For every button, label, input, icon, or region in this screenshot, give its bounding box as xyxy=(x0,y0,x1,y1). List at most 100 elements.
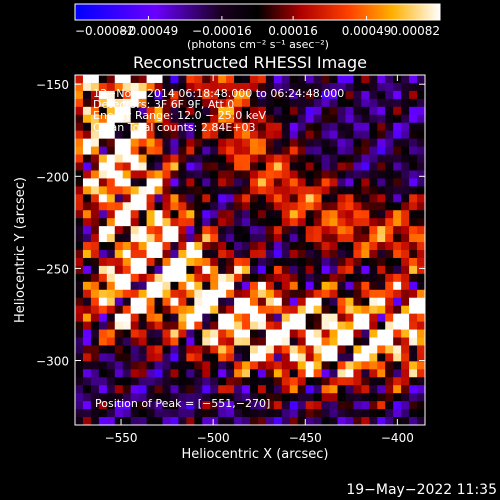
colorbar-tick-label: −0.00016 xyxy=(192,24,252,38)
heatmap-cell xyxy=(75,401,84,410)
heatmap-cell xyxy=(226,130,235,140)
heatmap-cell xyxy=(210,218,219,227)
heatmap-cell xyxy=(98,234,108,243)
heatmap-cell xyxy=(345,202,354,211)
heatmap-cell xyxy=(202,409,211,418)
heatmap-cell xyxy=(122,122,132,132)
heatmap-cell xyxy=(210,329,219,338)
heatmap-cell xyxy=(154,313,163,323)
heatmap-cell xyxy=(210,321,219,331)
heatmap-cell xyxy=(393,146,402,156)
heatmap-cell xyxy=(273,202,283,211)
heatmap-cell xyxy=(281,234,291,243)
heatmap-cell xyxy=(122,369,132,378)
heatmap-cell xyxy=(138,234,148,243)
heatmap-cell xyxy=(82,289,92,299)
heatmap-cell xyxy=(138,281,148,291)
heatmap-cell xyxy=(289,114,299,124)
heatmap-cell xyxy=(202,297,211,307)
heatmap-cell xyxy=(114,289,124,299)
heatmap-cell xyxy=(98,250,108,259)
heatmap-cell xyxy=(257,329,267,338)
heatmap-cell xyxy=(345,401,354,410)
heatmap-cell xyxy=(273,218,283,227)
heatmap-cell xyxy=(265,289,275,299)
heatmap-cell xyxy=(122,409,132,418)
heatmap-cell xyxy=(122,361,132,370)
heatmap-cell xyxy=(393,154,402,163)
heatmap-cell xyxy=(265,178,275,187)
heatmap-cell xyxy=(234,226,243,235)
heatmap-cell xyxy=(130,186,140,195)
heatmap-cell xyxy=(138,417,148,426)
heatmap-cell xyxy=(82,377,92,386)
heatmap-cell xyxy=(305,90,315,100)
annotation-clean: Clean Total counts: 2.84E+03 xyxy=(93,121,256,134)
heatmap-cell xyxy=(305,122,315,132)
heatmap-cell xyxy=(385,305,394,315)
heatmap-cell xyxy=(106,162,116,171)
heatmap-cell xyxy=(98,226,108,235)
heatmap-cell xyxy=(186,281,195,291)
heatmap-cell xyxy=(114,361,124,370)
heatmap-cell xyxy=(194,305,203,315)
heatmap-cell xyxy=(385,257,394,267)
heatmap-cell xyxy=(329,122,338,132)
footer-date: 19−May−2022 11:35 xyxy=(346,482,497,498)
heatmap-cell xyxy=(122,162,132,171)
heatmap-cell xyxy=(393,409,402,418)
heatmap-cell xyxy=(401,210,410,219)
heatmap-cell xyxy=(393,234,402,243)
heatmap-cell xyxy=(313,377,323,386)
heatmap-cell xyxy=(82,186,92,195)
heatmap-cell xyxy=(202,202,211,211)
heatmap-cell xyxy=(313,106,323,116)
heatmap-cell xyxy=(257,162,267,171)
heatmap-cell xyxy=(90,234,100,243)
heatmap-cell xyxy=(194,106,203,116)
heatmap-cell xyxy=(194,154,203,163)
heatmap-cell xyxy=(361,202,370,211)
heatmap-cell xyxy=(281,385,291,394)
heatmap-cell xyxy=(385,154,394,163)
heatmap-cell xyxy=(202,265,211,275)
heatmap-cell xyxy=(321,218,331,227)
heatmap-cell xyxy=(305,106,315,116)
heatmap-cell xyxy=(226,82,235,92)
heatmap-cell xyxy=(130,305,140,315)
heatmap-cell xyxy=(154,257,163,267)
heatmap-cell xyxy=(234,313,243,323)
heatmap-cell xyxy=(321,226,331,235)
heatmap-cell xyxy=(305,242,315,251)
heatmap-cell xyxy=(250,75,259,84)
heatmap-cell xyxy=(297,345,307,354)
heatmap-cell xyxy=(114,218,124,227)
heatmap-cell xyxy=(297,305,307,315)
heatmap-cell xyxy=(257,353,267,362)
heatmap-cell xyxy=(202,401,211,410)
heatmap-cell xyxy=(417,82,426,92)
heatmap-cell xyxy=(106,218,116,227)
heatmap-cell xyxy=(377,393,386,402)
heatmap-cell xyxy=(162,257,171,267)
heatmap-cell xyxy=(75,393,84,402)
heatmap-cell xyxy=(90,90,100,100)
heatmap-cell xyxy=(138,106,148,116)
heatmap-cell xyxy=(250,98,259,108)
heatmap-cell xyxy=(289,321,299,331)
heatmap-cell xyxy=(250,321,259,331)
heatmap-cell xyxy=(194,170,203,179)
heatmap-cell xyxy=(305,257,315,267)
heatmap-cell xyxy=(122,273,132,283)
heatmap-cell xyxy=(130,194,140,203)
heatmap-cell xyxy=(273,385,283,394)
heatmap-cell xyxy=(409,273,418,283)
heatmap-cell xyxy=(202,154,211,163)
heatmap-cell xyxy=(98,273,108,283)
heatmap-cell xyxy=(210,210,219,219)
heatmap-cell xyxy=(250,162,259,171)
heatmap-cell xyxy=(297,385,307,394)
heatmap-cell xyxy=(361,305,370,315)
heatmap-cell xyxy=(202,417,211,426)
heatmap-cell xyxy=(154,122,163,132)
